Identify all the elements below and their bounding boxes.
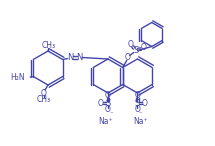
Text: Na⁺: Na⁺ (99, 117, 113, 126)
Text: O: O (128, 40, 134, 49)
Text: S: S (135, 99, 140, 107)
Text: N: N (68, 53, 74, 62)
Text: O: O (98, 99, 104, 107)
Text: ⁻: ⁻ (139, 111, 142, 117)
Text: O: O (141, 43, 147, 52)
Text: O: O (141, 99, 147, 107)
Text: S: S (105, 99, 111, 107)
Text: O: O (125, 53, 131, 62)
Text: S: S (133, 46, 138, 55)
Text: ⁻: ⁻ (109, 111, 113, 117)
Text: O: O (105, 106, 111, 114)
Text: CH₃: CH₃ (42, 40, 56, 49)
Text: H₂N: H₂N (11, 73, 25, 82)
Text: O: O (135, 92, 140, 100)
Text: O: O (105, 92, 111, 100)
Text: Na⁺: Na⁺ (133, 117, 148, 126)
Text: N: N (77, 53, 83, 62)
Text: O: O (41, 88, 47, 98)
Text: CH₃: CH₃ (37, 94, 51, 104)
Text: O: O (135, 106, 140, 114)
